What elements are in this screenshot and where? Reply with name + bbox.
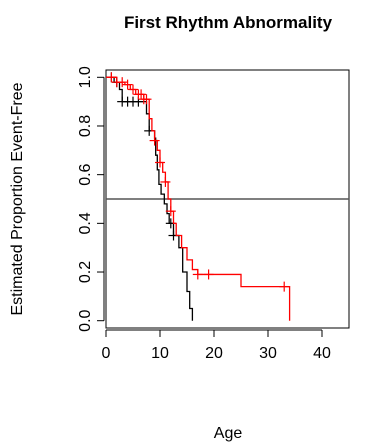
- censor-mark: [106, 72, 117, 83]
- x-tick-label: 40: [313, 345, 331, 362]
- x-tick-label: 10: [151, 345, 169, 362]
- y-tick-label: 1.0: [77, 66, 94, 88]
- censor-mark: [203, 269, 214, 280]
- censor-mark: [117, 77, 128, 88]
- censor-mark: [136, 89, 147, 100]
- y-tick-label: 0.8: [77, 115, 94, 137]
- x-tick-label: 30: [259, 345, 277, 362]
- censor-mark: [165, 206, 176, 217]
- y-axis: 0.0 0.2 0.4 0.6 0.8 1.0: [77, 66, 105, 332]
- x-tick-label: 20: [205, 345, 223, 362]
- y-axis-label: Estimated Proportion Event-Free: [9, 82, 26, 315]
- y-tick-label: 0.2: [77, 261, 94, 283]
- series-layer: [106, 72, 291, 321]
- censor-mark: [279, 281, 290, 292]
- x-tick-label: 0: [102, 345, 111, 362]
- censor-mark: [155, 157, 165, 168]
- survival-curve-2: [106, 76, 291, 321]
- censor-mark: [128, 84, 138, 95]
- censor-mark: [192, 269, 203, 280]
- y-tick-label: 0.6: [77, 163, 94, 185]
- x-axis: 0 10 20 30 40: [102, 329, 331, 362]
- chart-title: First Rhythm Abnormality: [124, 13, 333, 32]
- y-tick-label: 0.4: [77, 212, 94, 234]
- censor-mark: [122, 79, 133, 90]
- x-axis-label: Age: [214, 425, 243, 442]
- y-tick-label: 0.0: [77, 309, 94, 331]
- censor-mark: [160, 176, 171, 187]
- censor-mark: [149, 135, 160, 146]
- censor-mark: [141, 94, 152, 105]
